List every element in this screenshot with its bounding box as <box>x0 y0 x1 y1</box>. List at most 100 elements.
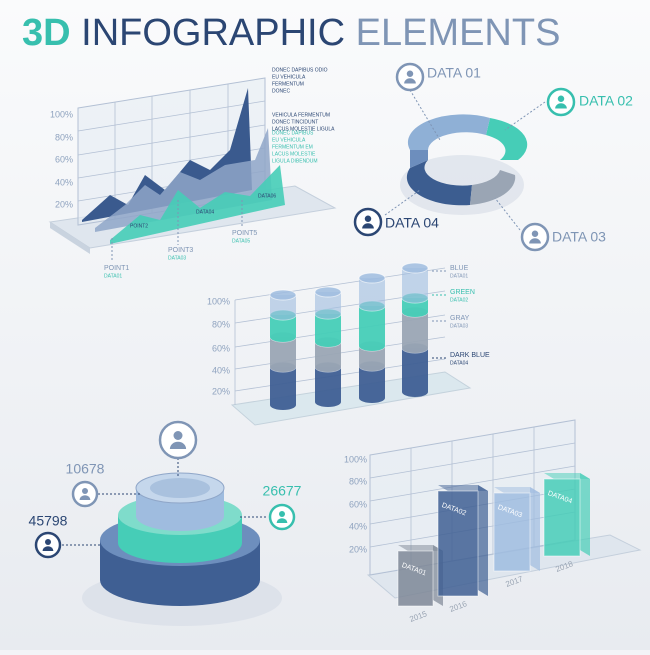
point-sub: DATA01 <box>104 273 122 279</box>
ring-label: DATA 01 <box>427 65 481 81</box>
icon-body <box>79 495 91 500</box>
cylinder-segment <box>315 314 341 347</box>
pyramid-value: 26677 <box>263 483 302 499</box>
segment-gray <box>470 170 516 205</box>
bar-top <box>544 473 590 479</box>
icon-head <box>173 431 183 440</box>
note: FERMENTUM <box>272 81 304 87</box>
cylinder-cap <box>314 286 342 298</box>
y-tick-label: 100% <box>50 109 73 119</box>
inner-label: DATA06 <box>258 193 276 199</box>
inner-label: DATA04 <box>196 209 214 215</box>
cylinder-segment <box>359 366 385 403</box>
pyramid-value: 10678 <box>66 461 105 477</box>
note: FERMENTUM EM <box>272 144 313 150</box>
point-label: POINT3 <box>168 247 193 254</box>
cylinder-segment <box>315 342 341 372</box>
y-tick-label: 20% <box>349 544 367 554</box>
note: DONEC DAPIBUS <box>272 130 314 136</box>
note: DONEC DAPIBUS ODIO <box>272 67 328 73</box>
ring-label: DATA 03 <box>552 229 606 245</box>
bar-side <box>530 487 540 571</box>
cylinder-segment <box>359 306 385 351</box>
icon-body <box>362 223 374 229</box>
y-tick-label: 40% <box>212 365 230 375</box>
note: LACUS MOLESTIE LIGULA <box>272 126 335 132</box>
legend-name: DARK BLUE <box>450 352 490 359</box>
y-tick-label: 100% <box>207 296 230 306</box>
title-main: INFOGRAPHIC <box>81 12 345 54</box>
y-tick-label: 60% <box>212 343 230 353</box>
ring-chart <box>384 89 546 231</box>
icon-head <box>82 488 88 494</box>
y-tick-label: 80% <box>349 476 367 486</box>
legend-name: GREEN <box>450 289 475 296</box>
legend-sub: DATA02 <box>450 297 468 303</box>
pyramid <box>62 458 282 626</box>
icon-body <box>42 546 54 551</box>
cylinder-segment <box>315 367 341 407</box>
icon-body <box>404 78 416 84</box>
segment-blue <box>407 114 490 150</box>
legend-sub: DATA03 <box>450 323 468 329</box>
y-tick-label: 80% <box>212 319 230 329</box>
note: LACUS MOLESTIE <box>272 151 316 157</box>
cylinder-cap <box>358 272 386 284</box>
cylinder-segment <box>359 346 385 371</box>
title-accent: 3D <box>22 12 71 54</box>
legend-name: BLUE <box>450 265 469 272</box>
ring-label: DATA 02 <box>579 93 633 109</box>
title: 3D INFOGRAPHIC ELEMENTS <box>22 12 560 54</box>
cylinder-segment <box>402 348 428 397</box>
point-leaders <box>111 200 243 262</box>
bar-top <box>438 485 488 491</box>
y-tick-label: 60% <box>349 499 367 509</box>
cylinder-segment <box>270 315 296 342</box>
note: EU VEHICULA <box>272 137 306 143</box>
note: EU VEHICULA <box>272 74 306 80</box>
note: DONEC TINCIDUNT <box>272 119 318 125</box>
cylinder-cap <box>269 289 297 301</box>
bar-front <box>543 478 581 557</box>
point-label: POINT1 <box>104 265 129 272</box>
y-tick-label: 40% <box>55 177 73 187</box>
cylinder-segment <box>359 278 385 311</box>
segment-dark <box>406 160 472 206</box>
cylinder-segment <box>402 268 428 303</box>
legend-sub: DATA01 <box>450 273 468 279</box>
cylinder-segment <box>270 295 296 320</box>
title-end: ELEMENTS <box>356 12 561 54</box>
point-sub: DATA03 <box>168 255 186 261</box>
pyramid-leaders <box>62 458 268 546</box>
area-chart <box>48 77 337 262</box>
y-tick-label: 40% <box>349 521 367 531</box>
segment-teal <box>486 118 528 160</box>
ring-label: DATA 04 <box>385 215 439 231</box>
point-label: POINT5 <box>232 230 257 237</box>
icon-body <box>169 441 187 449</box>
note: VEHICULA FERMENTUM <box>272 112 330 118</box>
segment-blue-side <box>410 150 428 168</box>
cylinder-segment <box>270 367 296 410</box>
icon-body <box>555 103 567 109</box>
bar-side <box>478 485 488 596</box>
y-tick-label: 20% <box>55 199 73 209</box>
cylinder-segment <box>315 292 341 319</box>
icon-head <box>557 95 565 102</box>
cylinder-segment <box>270 337 296 372</box>
cylinder-cap <box>401 262 429 274</box>
legend-name: GRAY <box>450 315 470 322</box>
bar-front <box>397 550 434 607</box>
bar-top <box>494 487 540 493</box>
legend-sub: DATA04 <box>450 360 468 366</box>
bar-front <box>493 492 531 572</box>
cylinder-segment <box>402 312 428 353</box>
y-tick-label: 100% <box>344 454 367 464</box>
pyramid-value: 45798 <box>29 513 68 529</box>
icon-head <box>364 215 372 222</box>
inner-label: POINT2 <box>130 223 148 229</box>
icon-head <box>45 539 51 545</box>
ring-leaders <box>384 89 546 231</box>
icon-body <box>276 518 288 523</box>
